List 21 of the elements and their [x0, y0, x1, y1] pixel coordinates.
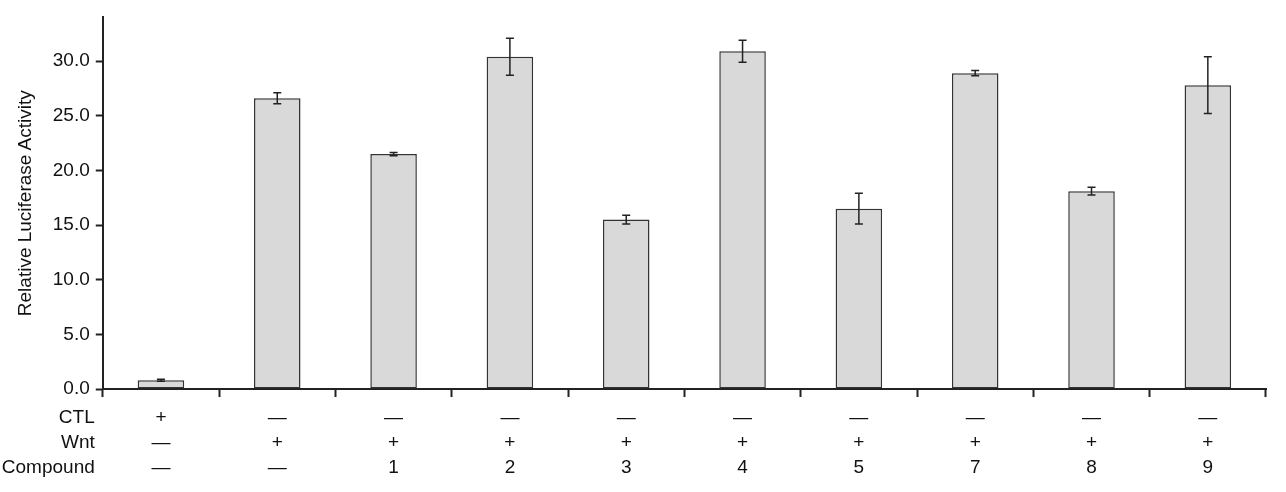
- text: Compound: [1, 455, 95, 477]
- x-tick-label: — + 2: [500, 405, 520, 477]
- y-tick-label: 15.0: [52, 213, 90, 235]
- y-axis-title: Relative Luciferase Activity: [13, 89, 35, 317]
- x-tick-label: — + 9: [1198, 405, 1218, 477]
- x-tick-label: — + 7: [965, 405, 985, 477]
- y-tick-label: 20.0: [52, 158, 90, 180]
- x-tick-label: — + 1: [384, 405, 404, 477]
- y-tick-label: 30.0: [52, 49, 90, 71]
- y-tick-label: 0.0: [63, 377, 90, 399]
- text: CTL: [58, 405, 95, 427]
- x-tick-label: — + —: [267, 405, 287, 477]
- x-tick-label: — + 8: [1082, 405, 1102, 477]
- y-tick-label: 25.0: [52, 104, 90, 125]
- x-tick-label: — + 3: [616, 405, 636, 477]
- y-tick-label: 5.0: [63, 322, 90, 344]
- y-tick-label: 10.0: [52, 267, 90, 289]
- text: Wnt: [61, 430, 96, 452]
- x-tick-label: — + 5: [849, 405, 869, 477]
- x-tick-label: — + 4: [733, 405, 753, 477]
- x-tick-label: + — —: [151, 405, 171, 477]
